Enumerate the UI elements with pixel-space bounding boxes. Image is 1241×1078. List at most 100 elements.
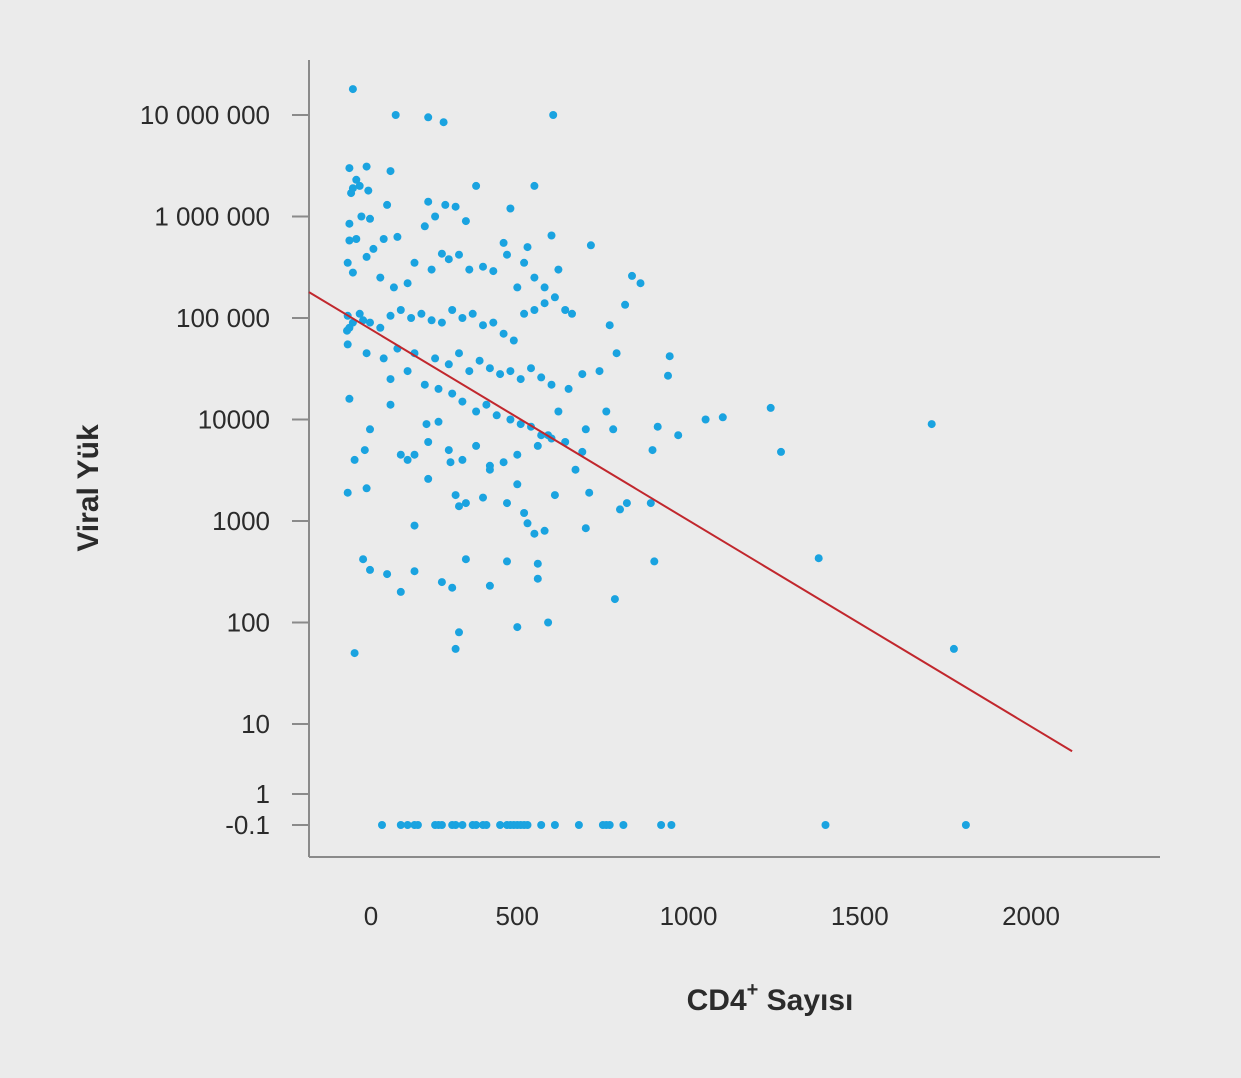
data-point — [530, 273, 539, 282]
data-point — [949, 644, 958, 653]
data-point — [364, 186, 373, 195]
data-point — [537, 821, 546, 829]
x-axis-title-superscript: + — [747, 979, 759, 1001]
data-point — [513, 623, 522, 632]
data-point — [610, 595, 619, 604]
data-point — [766, 403, 775, 412]
data-point — [446, 458, 455, 467]
data-point — [616, 505, 624, 514]
data-point — [530, 306, 539, 314]
data-point — [513, 450, 522, 459]
data-point — [475, 356, 484, 365]
x-tick-label: 1000 — [660, 901, 718, 931]
data-point — [602, 407, 611, 416]
data-point — [595, 367, 604, 376]
data-point — [427, 316, 436, 325]
data-point — [533, 441, 542, 450]
data-point — [431, 212, 440, 221]
data-point — [530, 181, 539, 190]
data-point — [413, 821, 422, 829]
data-point — [509, 336, 518, 345]
data-point — [424, 197, 433, 206]
x-axis-title-suffix: Sayısı — [758, 984, 853, 1017]
trend-line-group — [308, 291, 1073, 753]
data-point — [343, 488, 352, 497]
data-point — [547, 231, 556, 240]
data-point — [441, 200, 450, 209]
data-point — [343, 340, 352, 349]
data-point — [366, 214, 374, 223]
data-point — [605, 321, 614, 330]
data-point — [343, 258, 352, 267]
data-point — [437, 249, 446, 258]
data-point — [393, 232, 402, 241]
data-point — [410, 521, 419, 530]
data-point — [458, 821, 467, 829]
data-point — [439, 118, 448, 127]
data-point — [648, 446, 657, 455]
data-point — [345, 236, 354, 245]
data-point — [496, 821, 505, 829]
data-point — [578, 370, 587, 379]
data-point — [461, 499, 470, 508]
data-point — [403, 279, 412, 288]
data-point — [585, 488, 594, 497]
data-point — [407, 314, 416, 322]
data-point — [485, 581, 494, 590]
data-point — [489, 318, 498, 327]
data-point — [540, 526, 549, 535]
data-point — [362, 484, 371, 493]
data-point — [434, 417, 443, 426]
data-point — [417, 309, 426, 318]
data-point — [383, 570, 392, 579]
data-point — [379, 354, 388, 363]
data-point — [533, 574, 542, 583]
data-point — [550, 821, 559, 829]
data-point — [814, 554, 823, 563]
data-point — [437, 318, 446, 327]
data-point — [513, 283, 522, 292]
data-point — [482, 400, 491, 409]
data-point — [362, 162, 371, 171]
data-point — [927, 420, 936, 429]
data-point — [355, 309, 364, 318]
data-point — [516, 420, 525, 429]
data-point — [458, 397, 467, 406]
data-point — [496, 370, 505, 379]
data-point — [506, 204, 515, 213]
data-point — [403, 455, 412, 464]
data-point — [472, 441, 481, 450]
data-point — [369, 244, 378, 253]
data-point — [362, 252, 371, 261]
data-point — [499, 329, 508, 338]
data-point — [628, 271, 636, 280]
data-point — [619, 821, 628, 829]
data-point — [472, 181, 481, 190]
data-point — [345, 219, 354, 228]
data-point — [612, 349, 621, 358]
data-point — [499, 458, 508, 467]
data-point — [366, 565, 374, 574]
data-point — [403, 367, 412, 376]
data-point — [701, 415, 710, 424]
data-point — [410, 258, 419, 267]
data-point — [581, 524, 590, 533]
data-point — [350, 455, 359, 464]
data-point — [665, 352, 674, 361]
data-point — [564, 384, 573, 393]
y-tick-label: 100 — [227, 608, 270, 638]
data-point — [410, 567, 419, 576]
data-point — [499, 238, 508, 247]
data-point — [547, 380, 556, 389]
data-point — [540, 283, 549, 292]
data-point — [386, 375, 395, 384]
y-tick-label: 10 — [241, 709, 270, 739]
y-axis-title: Viral Yük — [72, 424, 105, 552]
data-point — [347, 189, 356, 198]
data-point — [465, 367, 474, 376]
data-point — [516, 375, 525, 384]
data-point — [568, 309, 576, 318]
data-point — [561, 306, 570, 314]
data-point — [345, 394, 354, 403]
data-point — [355, 181, 364, 190]
